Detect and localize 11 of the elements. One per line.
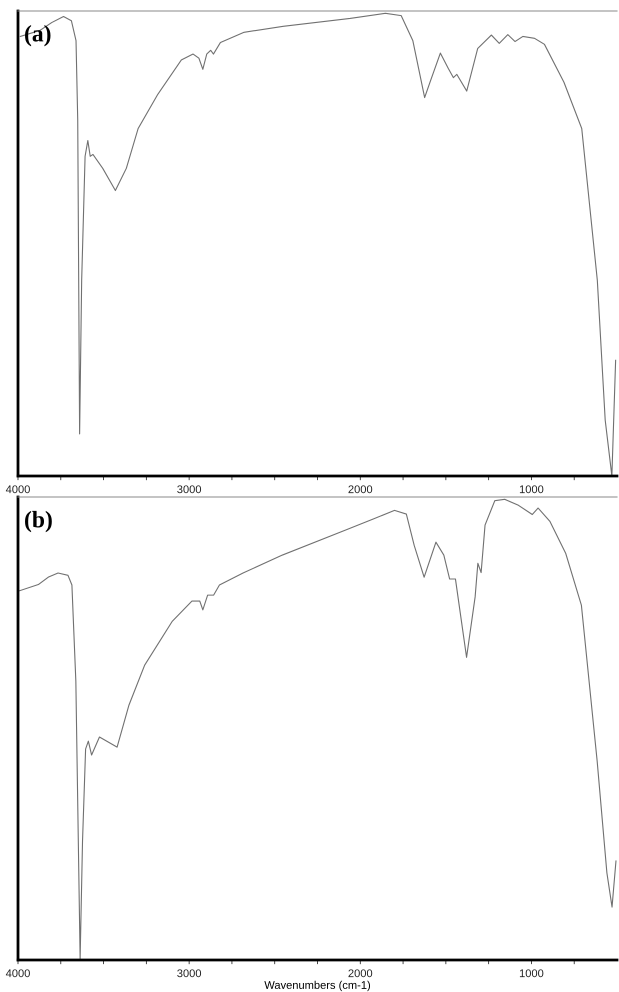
- x-tick-label: 1000: [520, 969, 544, 978]
- x-tick-label: 2000: [348, 969, 372, 978]
- annotation: (b): [25, 510, 52, 532]
- x-axis-title: Wavenumbers (cm-1): [264, 980, 370, 992]
- annotation: (a): [25, 24, 50, 46]
- x-tick-label: 3000: [177, 969, 202, 978]
- x-tick-label: 3000: [177, 485, 202, 494]
- x-tick-label: 4000: [6, 485, 30, 494]
- x-tick-label: 2000: [348, 485, 372, 494]
- x-tick-label: 4000: [6, 969, 30, 978]
- x-tick-label: 1000: [520, 485, 544, 494]
